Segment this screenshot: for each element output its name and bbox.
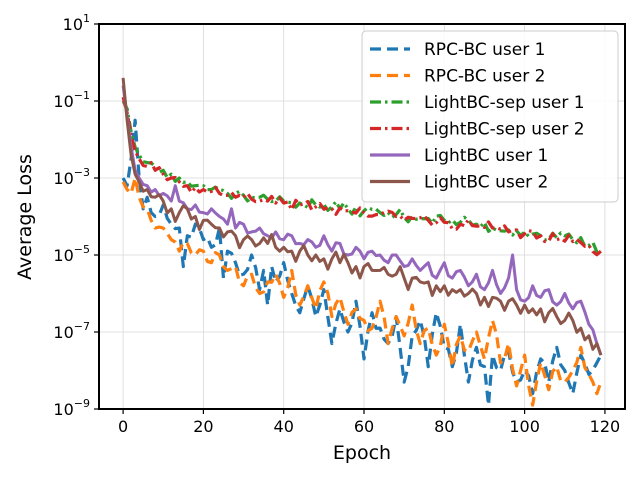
x-tick-label: 120	[590, 417, 621, 436]
series-group	[121, 77, 603, 407]
legend-label: LightBC user 1	[424, 146, 548, 166]
y-tick-exponent: −9	[74, 397, 90, 410]
legend: RPC-BC user 1 RPC-BC user 2 LightBC-sep us…	[361, 30, 619, 203]
y-axis-label: Average Loss	[14, 154, 36, 280]
x-tick-label: 80	[434, 417, 454, 436]
legend-label: RPC-BC user 2	[424, 67, 545, 87]
legend-label: LightBC-sep user 2	[424, 120, 585, 140]
legend-label: LightBC-sep user 1	[424, 93, 585, 113]
series-line-lightbc-user-1	[121, 85, 603, 356]
y-tick-base: 10	[63, 15, 83, 34]
series-line-lightbc-sep-user-2	[121, 96, 602, 257]
x-tick-label: 40	[274, 417, 294, 436]
y-tick-exponent: −7	[74, 320, 90, 333]
x-tick-label: 0	[118, 417, 128, 436]
y-tick-exponent: 1	[83, 12, 90, 25]
y-tick-label: 10−1	[53, 89, 90, 111]
x-tick-label: 60	[354, 417, 374, 436]
series-line-rpc-bc-user-2	[121, 176, 603, 407]
y-tick-label: 10−7	[53, 320, 90, 342]
y-tick-label: 101	[63, 12, 90, 34]
series-line-rpc-bc-user-1	[121, 118, 603, 407]
y-tick-exponent: −3	[74, 166, 90, 179]
x-axis-ticks: 0 20 40 60 80 100 120	[118, 409, 620, 436]
legend-label: LightBC user 2	[424, 173, 548, 193]
y-tick-label: 10−9	[53, 397, 90, 419]
x-tick-label: 100	[509, 417, 540, 436]
y-tick-label: 10−5	[53, 243, 90, 265]
y-tick-exponent: −5	[74, 243, 90, 256]
y-tick-base: 10	[53, 169, 73, 188]
y-tick-base: 10	[53, 246, 73, 265]
x-axis-label: Epoch	[333, 442, 391, 464]
y-tick-exponent: −1	[74, 89, 90, 102]
y-tick-base: 10	[53, 92, 73, 111]
plot-frame	[98, 23, 626, 410]
x-tick-label: 20	[193, 417, 213, 436]
series-line-lightbc-user-2	[121, 77, 603, 356]
y-tick-base: 10	[53, 400, 73, 419]
y-tick-label: 10−3	[53, 166, 90, 188]
y-tick-base: 10	[53, 323, 73, 342]
legend-box	[361, 30, 619, 203]
legend-label: RPC-BC user 1	[424, 40, 545, 60]
